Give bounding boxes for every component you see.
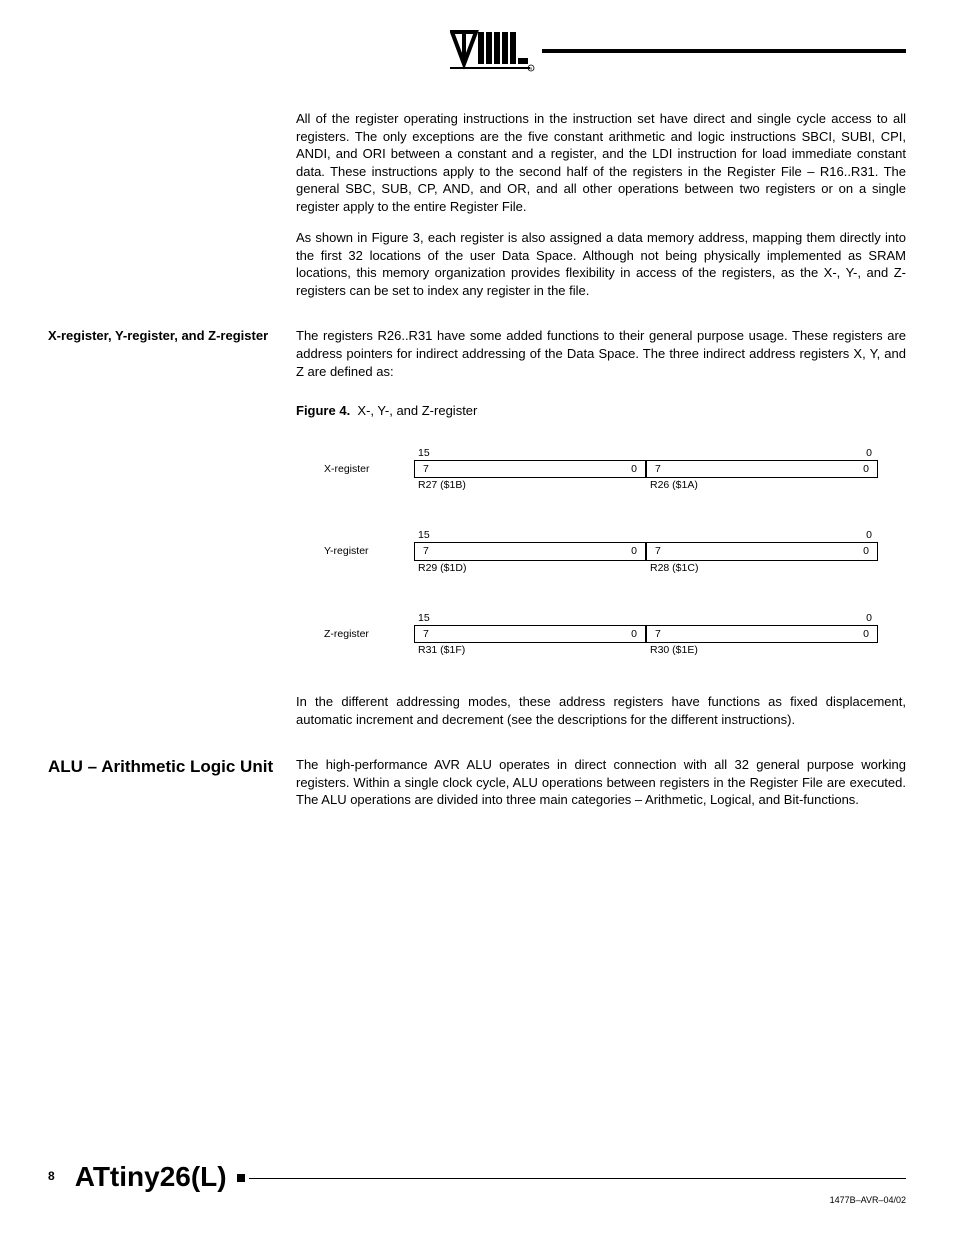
page-footer: 8 ATtiny26(L) 1477B–AVR–04/02 [48, 1161, 906, 1205]
register-diagram: 150Y-register7070R29 ($1D)R28 ($1C) [296, 528, 906, 575]
footer-square-icon [237, 1174, 245, 1182]
register-high-byte: 70 [414, 461, 646, 477]
register-box: 7070 [414, 542, 878, 560]
register-high-label: R27 ($1B) [414, 478, 646, 492]
register-low-label: R26 ($1A) [646, 478, 878, 492]
bit-label: 15 [414, 446, 646, 460]
footer-rule [249, 1178, 906, 1179]
register-high-label: R29 ($1D) [414, 561, 646, 575]
document-title: ATtiny26(L) [75, 1161, 227, 1193]
register-high-label: R31 ($1F) [414, 643, 646, 657]
body-paragraph: In the different addressing modes, these… [296, 693, 906, 728]
header-logo-row: R [450, 30, 906, 72]
register-low-byte: 70 [646, 626, 878, 642]
bit-label: 0 [646, 528, 878, 542]
register-low-byte: 70 [646, 461, 878, 477]
register-high-byte: 70 [414, 626, 646, 642]
register-low-byte: 70 [646, 543, 878, 559]
register-name: Y-register [296, 544, 414, 558]
body-paragraph: The registers R26..R31 have some added f… [296, 327, 906, 380]
body-paragraph: The high-performance AVR ALU operates in… [296, 756, 906, 809]
body-paragraph: All of the register operating instructio… [296, 110, 906, 215]
register-high-byte: 70 [414, 543, 646, 559]
register-diagram: 150Z-register7070R31 ($1F)R30 ($1E) [296, 611, 906, 658]
register-box: 7070 [414, 460, 878, 478]
page-number: 8 [48, 1169, 55, 1183]
register-name: Z-register [296, 627, 414, 641]
atmel-logo: R [450, 30, 536, 72]
section-heading-xyz: X-register, Y-register, and Z-register [48, 327, 278, 345]
document-revision: 1477B–AVR–04/02 [48, 1195, 906, 1205]
svg-text:R: R [530, 66, 533, 71]
bit-label: 0 [646, 611, 878, 625]
body-paragraph: As shown in Figure 3, each register is a… [296, 229, 906, 299]
register-name: X-register [296, 462, 414, 476]
figure-title: X-, Y-, and Z-register [357, 403, 477, 418]
header-rule [542, 49, 906, 53]
register-low-label: R28 ($1C) [646, 561, 878, 575]
register-box: 7070 [414, 625, 878, 643]
bit-label: 15 [414, 528, 646, 542]
register-diagram: 150X-register7070R27 ($1B)R26 ($1A) [296, 446, 906, 493]
figure-label: Figure 4. [296, 403, 350, 418]
register-low-label: R30 ($1E) [646, 643, 878, 657]
bit-label: 15 [414, 611, 646, 625]
bit-label: 0 [646, 446, 878, 460]
section-heading-alu: ALU – Arithmetic Logic Unit [48, 756, 278, 778]
figure-caption: Figure 4. X-, Y-, and Z-register [296, 402, 906, 420]
